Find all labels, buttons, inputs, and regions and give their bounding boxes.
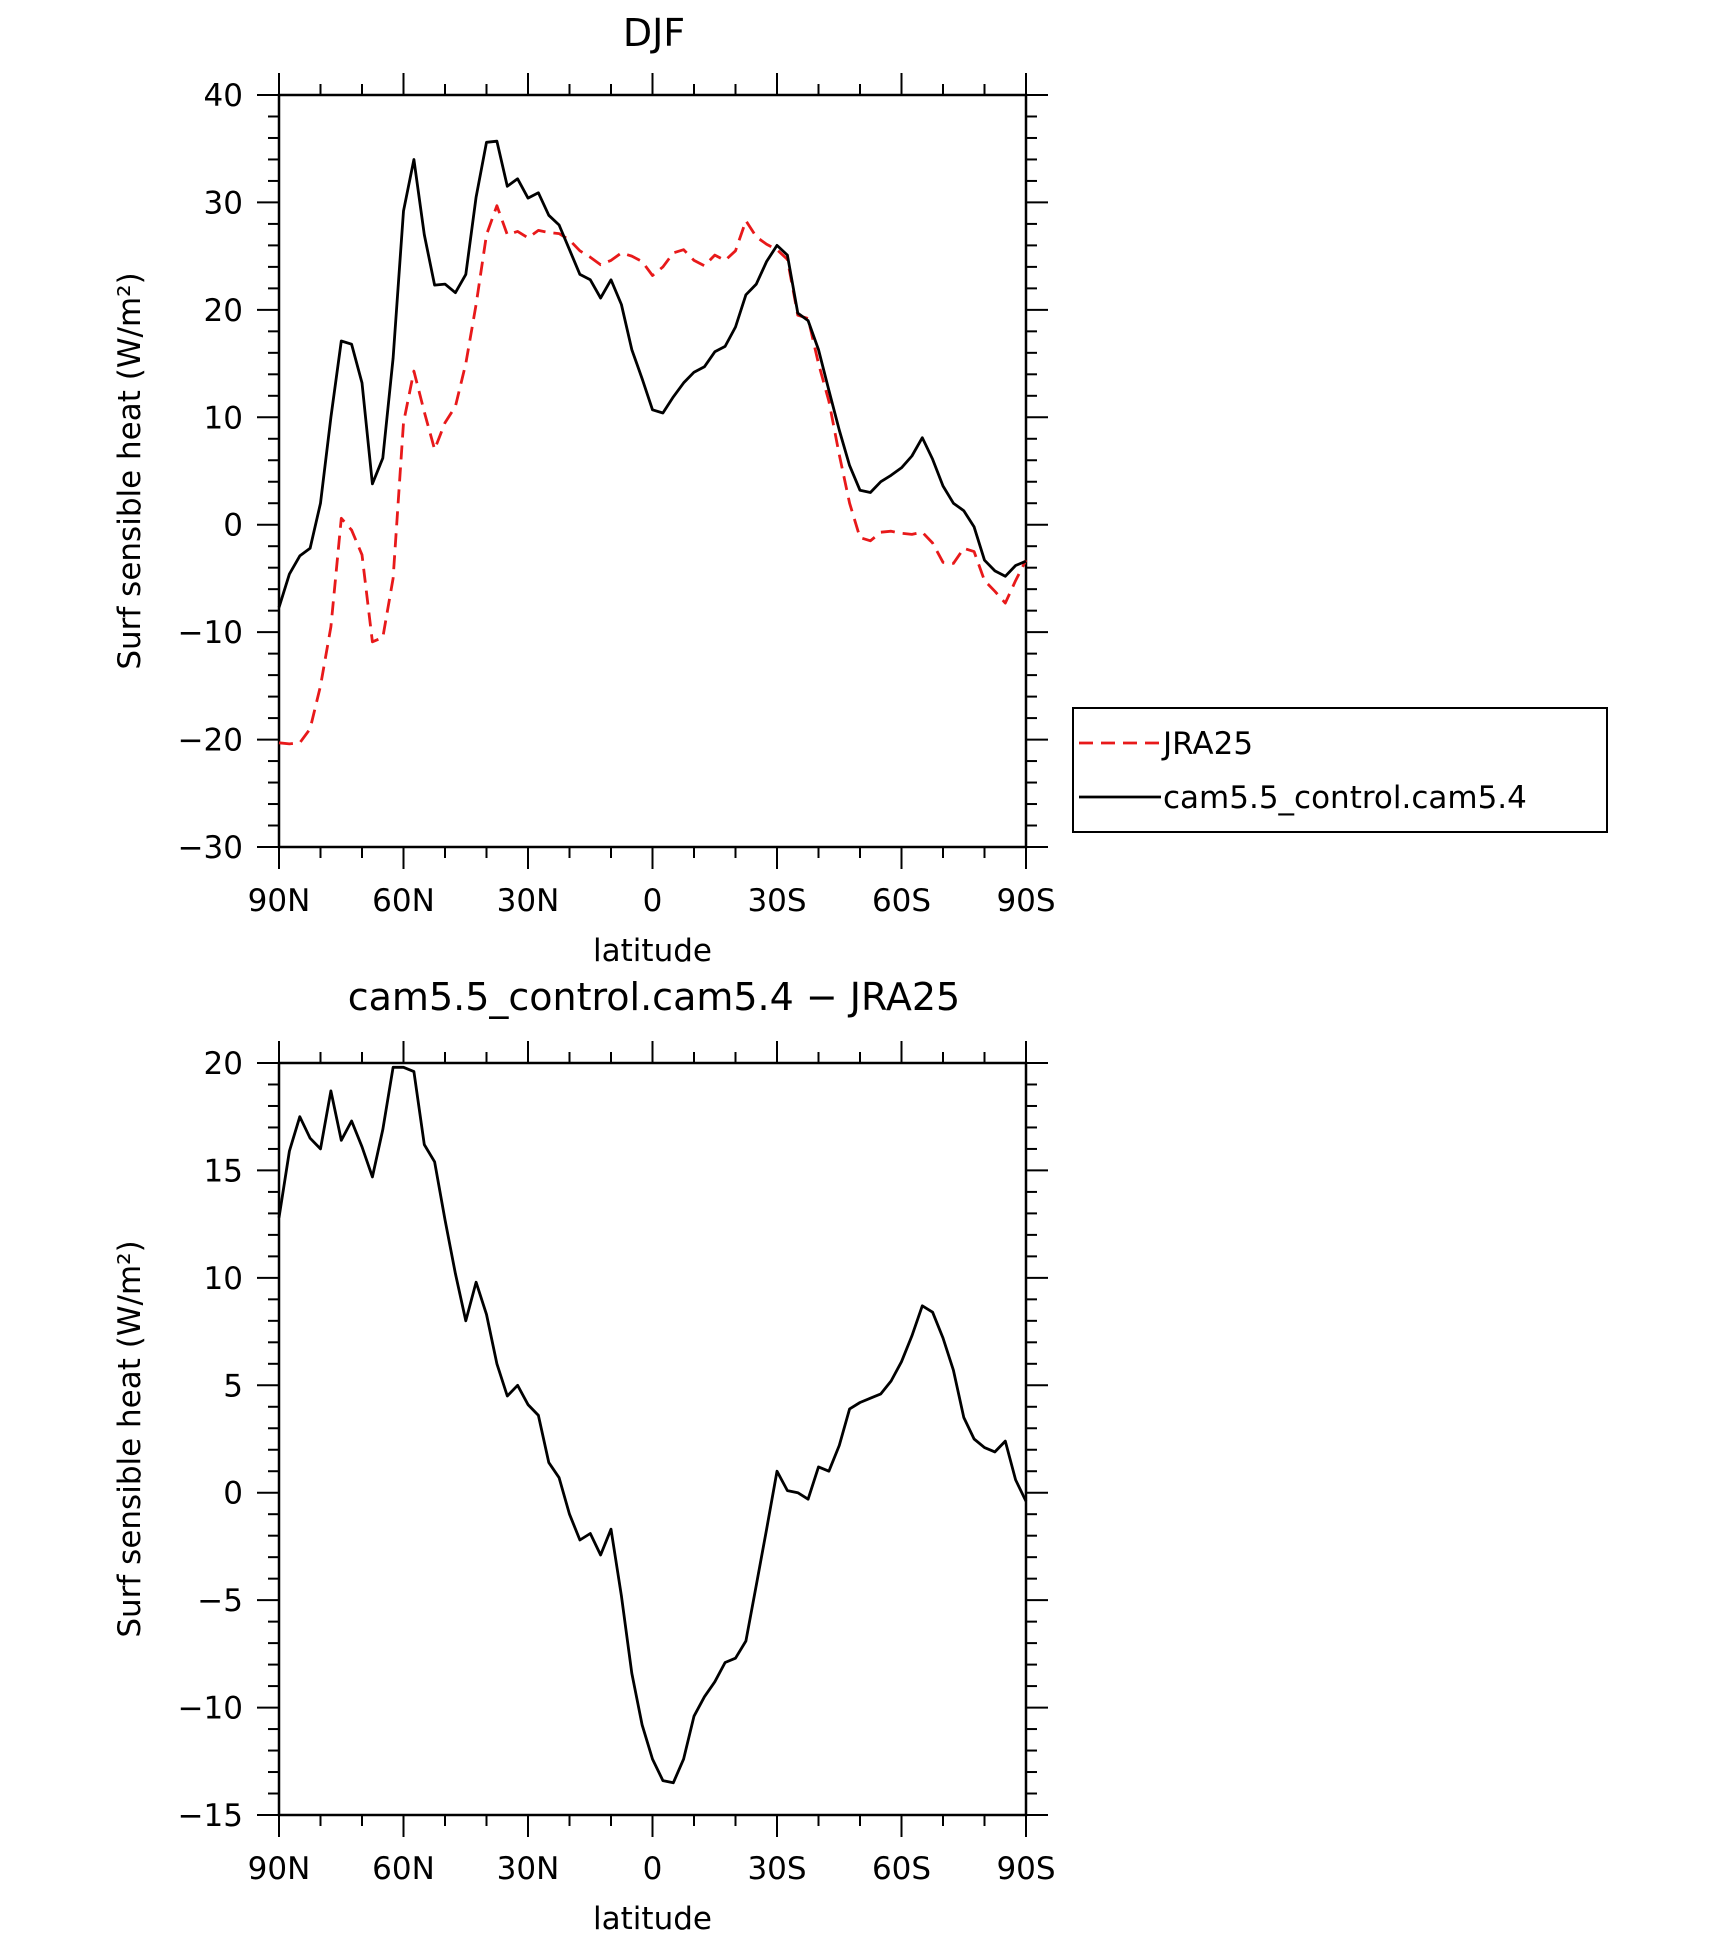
legend-entry: JRA25 — [1161, 726, 1253, 762]
legend-box — [1072, 707, 1608, 833]
y-tick-label: −10 — [178, 615, 243, 651]
y-tick-label: 20 — [204, 1046, 243, 1082]
y-tick-label: 0 — [223, 1476, 243, 1512]
x-tick-label: 60N — [372, 883, 435, 919]
legend-entry: cam5.5_control.cam5.4 — [1163, 780, 1527, 816]
x-tick-label: 60N — [372, 1851, 435, 1887]
y-tick-label: −5 — [197, 1583, 243, 1619]
x-tick-label: 60S — [872, 883, 931, 919]
series-line — [278, 204, 1028, 746]
series-line — [277, 139, 1027, 608]
x-tick-label: 60S — [872, 1851, 931, 1887]
y-tick-label: 30 — [204, 185, 243, 221]
top-panel-title: DJF — [623, 11, 685, 55]
x-axis-label: latitude — [593, 1901, 712, 1933]
y-tick-label: 15 — [204, 1153, 243, 1189]
x-tick-label: 0 — [643, 1851, 663, 1887]
y-tick-label: 40 — [204, 78, 243, 114]
x-axis-label: latitude — [593, 933, 712, 969]
y-tick-label: 5 — [223, 1368, 243, 1404]
plot-frame — [277, 93, 1028, 849]
x-tick-label: 30N — [497, 1851, 560, 1887]
bottom-panel-difference: cam5.5_control.cam5.4 − JRA25 −15 −10 −5 0 5… — [112, 975, 1056, 1933]
y-tick-label: −20 — [178, 723, 243, 759]
x-tick-label: 30N — [497, 883, 560, 919]
top-panel-djf: DJF −30 −20 −10 0 10 20 30 40 90N 60N 30N 0 30S 60S 90… — [112, 11, 1608, 969]
y-tick-label: −10 — [178, 1691, 243, 1727]
legend: JRA25 cam5.5_control.cam5.4 — [1072, 707, 1608, 833]
y-tick-label: 20 — [204, 293, 243, 329]
x-tick-label: 30S — [747, 883, 806, 919]
x-tick-label: 90S — [996, 1851, 1055, 1887]
y-axis-label: Surf sensible heat (W/m²) — [112, 272, 148, 669]
x-tick-label: 30S — [747, 1851, 806, 1887]
x-tick-label: 0 — [643, 883, 663, 919]
y-tick-label: 0 — [223, 508, 243, 544]
x-tick-label: 90S — [996, 883, 1055, 919]
y-tick-label: −30 — [178, 830, 243, 866]
y-axis-label: Surf sensible heat (W/m²) — [112, 1240, 148, 1637]
y-tick-label: 10 — [204, 400, 243, 436]
y-tick-label: −15 — [178, 1798, 243, 1834]
bottom-panel-title: cam5.5_control.cam5.4 − JRA25 — [348, 975, 960, 1019]
series-line — [277, 1065, 1028, 1785]
x-tick-label: 90N — [248, 1851, 311, 1887]
y-tick-label: 10 — [204, 1261, 243, 1297]
x-tick-label: 90N — [248, 883, 311, 919]
plot-frame — [277, 1061, 1028, 1817]
